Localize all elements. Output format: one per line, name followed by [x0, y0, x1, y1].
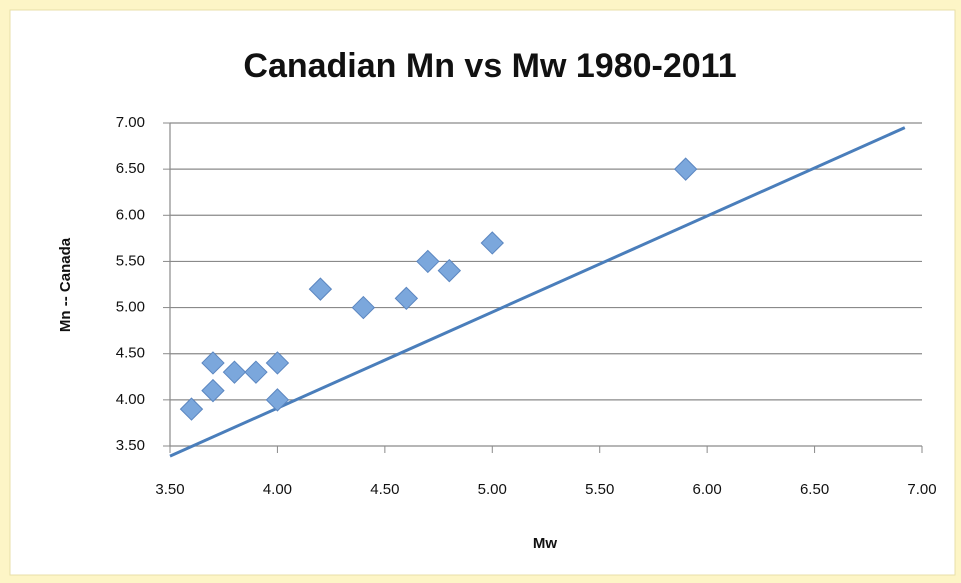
data-point	[480, 231, 504, 255]
y-tick-label: 5.50	[116, 252, 145, 269]
x-tick-label: 3.50	[155, 481, 184, 498]
data-point	[394, 286, 419, 311]
y-axis-label: Mn -- Canada	[57, 237, 74, 332]
x-axis-label: Mw	[533, 535, 557, 552]
data-point	[244, 360, 268, 384]
y-tick-label: 7.00	[116, 114, 145, 131]
x-tick-label: 5.50	[585, 481, 614, 498]
data-point	[673, 157, 698, 181]
data-point	[201, 378, 225, 403]
reference-line	[169, 126, 906, 458]
y-tick-label: 6.00	[116, 206, 145, 223]
data-point	[437, 258, 462, 283]
y-tick-label: 6.50	[116, 160, 145, 177]
data-point	[308, 277, 333, 301]
data-point	[265, 351, 290, 375]
data-point	[416, 249, 440, 274]
x-tick-label: 4.50	[370, 481, 399, 498]
data-point	[351, 295, 376, 320]
y-tick-label: 5.00	[116, 299, 145, 316]
data-point	[265, 388, 290, 412]
chart-panel	[9, 9, 956, 576]
data-point	[201, 351, 225, 375]
data-point	[222, 360, 247, 384]
x-tick-label: 7.00	[907, 481, 936, 498]
x-tick-label: 5.00	[478, 481, 507, 498]
y-tick-label: 4.00	[116, 391, 145, 408]
x-tick-label: 4.00	[263, 481, 292, 498]
data-point	[179, 397, 204, 421]
y-tick-label: 3.50	[116, 437, 145, 454]
y-tick-label: 4.50	[116, 345, 145, 362]
x-tick-label: 6.50	[800, 481, 829, 498]
chart-title: Canadian Mn vs Mw 1980-2011	[243, 47, 736, 85]
x-tick-label: 6.00	[693, 481, 722, 498]
